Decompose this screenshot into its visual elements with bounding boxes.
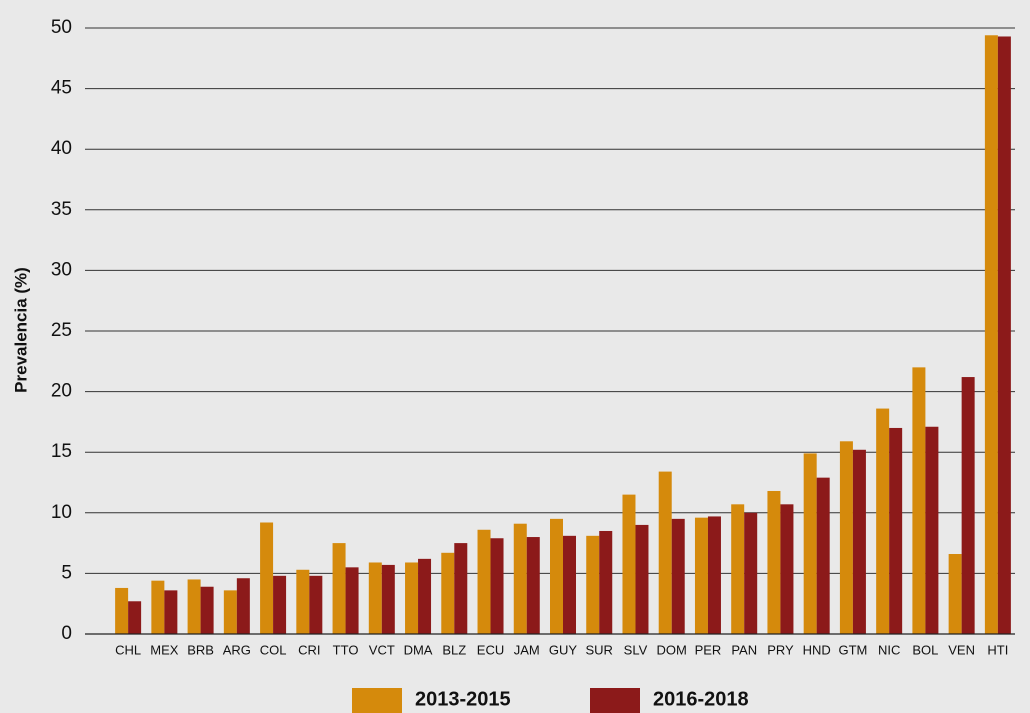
y-axis-label: Prevalencia (%) <box>11 267 30 393</box>
bar <box>260 522 274 634</box>
bar <box>526 537 540 634</box>
x-tick-label: PER <box>695 642 722 657</box>
legend-swatch <box>352 688 402 713</box>
legend-label: 2013-2015 <box>415 688 511 710</box>
bar <box>441 552 455 634</box>
x-tick-label: PAN <box>731 642 757 657</box>
bar <box>925 426 939 634</box>
y-tick-label: 35 <box>51 199 72 220</box>
bar <box>961 377 975 634</box>
bar <box>345 567 359 634</box>
bar <box>513 523 527 634</box>
bar <box>889 427 903 634</box>
y-tick-label: 25 <box>51 320 72 341</box>
bar <box>707 516 721 634</box>
y-tick-label: 40 <box>51 138 72 159</box>
x-tick-label: BRB <box>187 642 214 657</box>
bar <box>332 543 346 634</box>
x-tick-label: JAM <box>514 642 540 657</box>
bar <box>984 35 998 635</box>
x-tick-label: HTI <box>987 642 1008 657</box>
x-tick-label: SLV <box>624 642 648 657</box>
bar <box>151 580 165 634</box>
bar <box>803 453 817 634</box>
y-tick-label: 5 <box>61 562 72 583</box>
bar <box>200 586 214 634</box>
x-tick-label: TTO <box>333 642 359 657</box>
x-tick-label: HND <box>803 642 831 657</box>
x-tick-label: GTM <box>838 642 867 657</box>
bar <box>599 530 613 634</box>
bar <box>816 477 830 634</box>
y-tick-label: 30 <box>51 259 72 280</box>
bar <box>948 554 962 634</box>
bar <box>128 601 142 634</box>
x-tick-label: NIC <box>878 642 900 657</box>
bar <box>405 562 419 634</box>
x-tick-label: BLZ <box>442 642 466 657</box>
legend-swatch <box>590 688 640 713</box>
bar <box>731 504 745 634</box>
bar <box>852 449 866 634</box>
x-tick-label: BOL <box>912 642 938 657</box>
bar <box>368 562 382 634</box>
bar <box>997 36 1011 634</box>
x-tick-label: COL <box>260 642 287 657</box>
y-tick-label: 0 <box>61 623 72 644</box>
x-tick-label: VEN <box>948 642 975 657</box>
x-tick-label: MEX <box>150 642 179 657</box>
bar <box>115 587 129 634</box>
x-tick-label: GUY <box>549 642 578 657</box>
bar <box>273 575 287 634</box>
bar <box>839 441 853 634</box>
bar <box>671 518 685 634</box>
bar <box>550 518 563 634</box>
bar <box>236 578 250 634</box>
bar <box>296 569 310 634</box>
bar <box>381 564 395 634</box>
x-tick-label: DMA <box>404 642 433 657</box>
y-tick-label: 45 <box>51 78 72 99</box>
bar <box>912 367 926 634</box>
x-tick-label: DOM <box>657 642 687 657</box>
bar <box>164 590 178 634</box>
bar <box>454 543 468 634</box>
bar <box>563 535 576 634</box>
bar <box>223 590 237 634</box>
x-tick-label: PRY <box>767 642 794 657</box>
bar <box>477 529 491 634</box>
bar <box>780 504 794 634</box>
bar <box>694 517 708 634</box>
bar <box>309 575 323 634</box>
bar <box>418 558 432 634</box>
bar <box>586 535 600 634</box>
x-tick-label: ECU <box>477 642 504 657</box>
y-tick-label: 50 <box>51 17 72 38</box>
x-tick-label: VCT <box>369 642 395 657</box>
x-tick-label: CRI <box>298 642 320 657</box>
bar <box>187 579 201 634</box>
legend-label: 2016-2018 <box>653 688 749 710</box>
y-tick-label: 15 <box>51 441 72 462</box>
y-tick-label: 10 <box>51 502 72 523</box>
bar <box>767 490 781 634</box>
x-tick-label: CHL <box>115 642 141 657</box>
bar <box>622 494 636 634</box>
bar <box>658 471 672 634</box>
y-tick-label: 20 <box>51 381 72 402</box>
x-tick-label: SUR <box>586 642 613 657</box>
bar <box>876 408 890 634</box>
bar <box>490 538 504 634</box>
x-tick-label: ARG <box>223 642 251 657</box>
bar <box>744 512 758 634</box>
bar <box>635 524 649 634</box>
